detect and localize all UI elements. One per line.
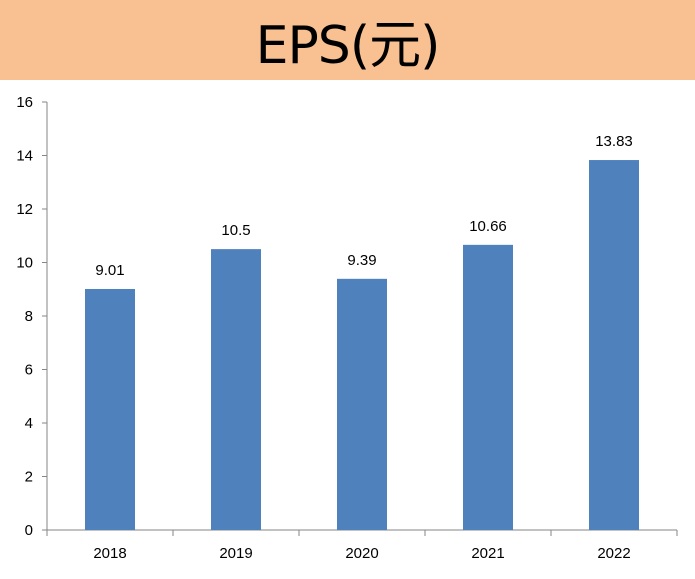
data-label-2019: 10.5 (221, 222, 250, 239)
y-tick-label: 14 (16, 148, 33, 165)
x-tick-label: 2018 (93, 545, 126, 562)
chart-title: EPS(元) (255, 15, 441, 76)
bar-2020 (337, 278, 387, 530)
x-tick-label: 2021 (471, 545, 504, 562)
bar-2019 (211, 249, 261, 530)
bar-2018 (85, 288, 135, 530)
y-tick-label: 16 (16, 94, 33, 111)
y-tick-label: 12 (16, 201, 33, 218)
x-tick-label: 2022 (597, 545, 630, 562)
y-tick-label: 10 (16, 255, 33, 272)
y-tick-label: 2 (25, 469, 33, 486)
x-tick-label: 2020 (345, 545, 378, 562)
y-tick-label: 0 (25, 522, 33, 539)
y-tick-label: 4 (25, 415, 33, 432)
y-tick-label: 6 (25, 362, 33, 379)
x-tick-label: 2019 (219, 545, 252, 562)
title-banner: EPS(元) (0, 0, 695, 80)
data-label-2020: 9.39 (347, 252, 376, 269)
data-label-2021: 10.66 (469, 218, 507, 235)
data-label-2022: 13.83 (595, 133, 633, 150)
bar-2022 (589, 160, 639, 531)
data-label-2018: 9.01 (95, 262, 124, 279)
bar-2021 (463, 244, 513, 530)
y-tick-label: 8 (25, 308, 33, 325)
